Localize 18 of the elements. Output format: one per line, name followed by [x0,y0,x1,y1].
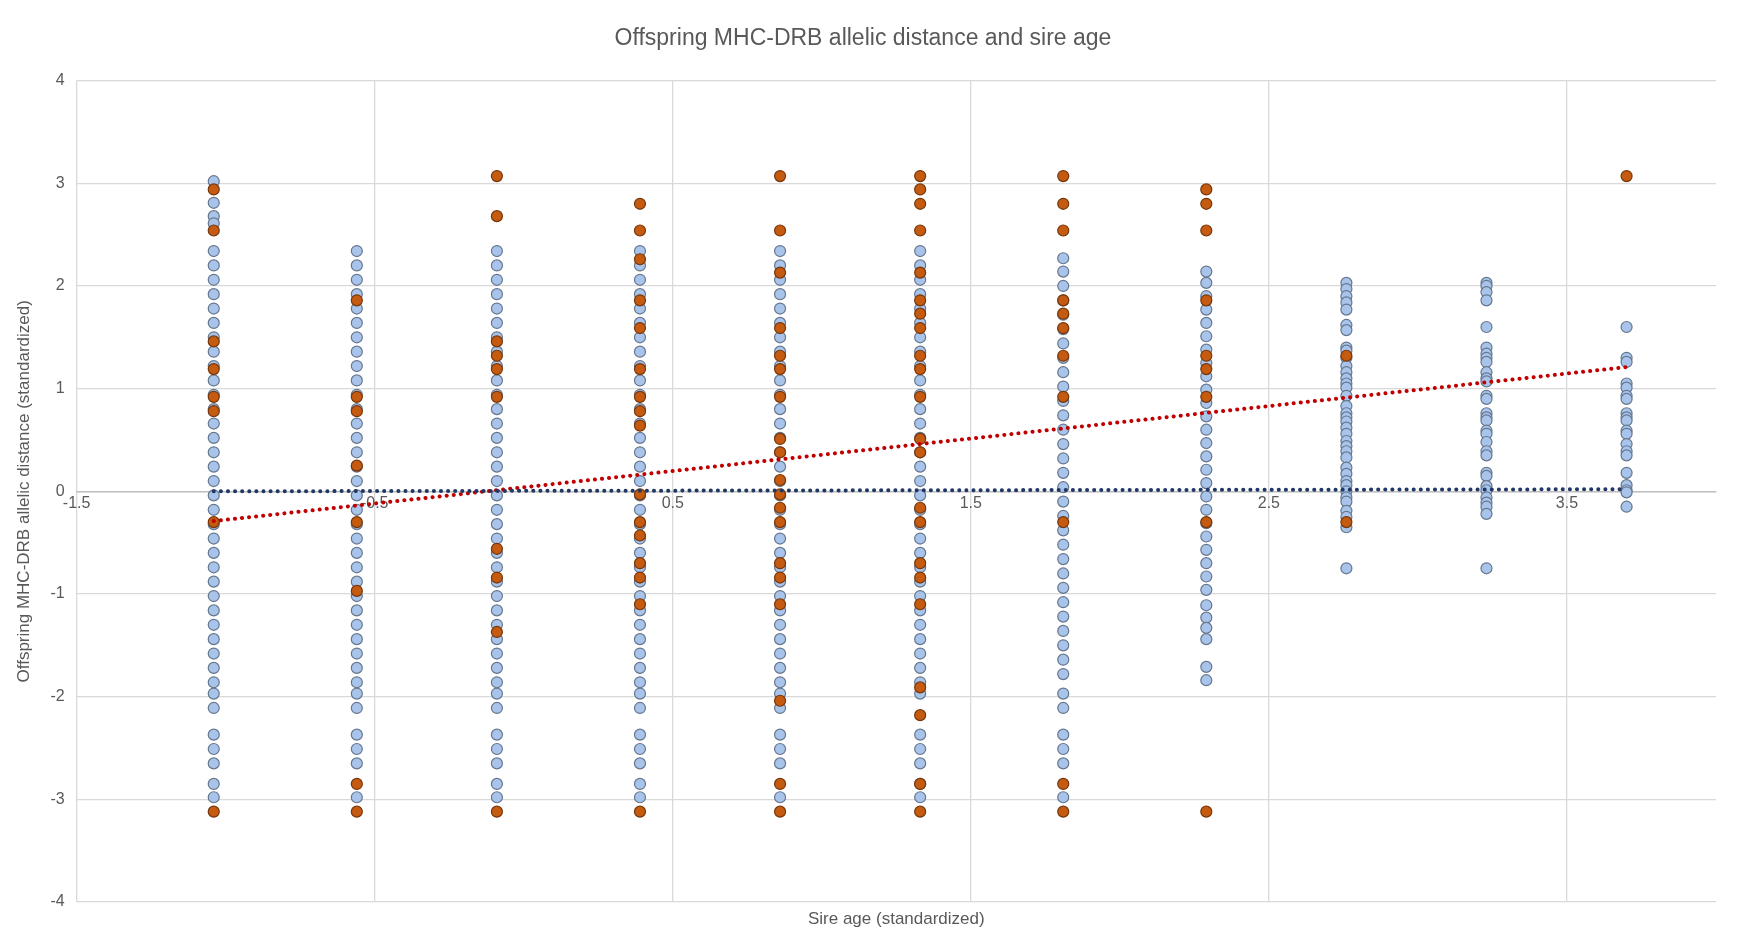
y-axis-title: Offspring MHC-DRB allelic distance (standardized) [13,300,33,683]
y-tick-label: 0 [55,481,65,499]
x-tick-label: 1.5 [959,494,983,512]
y-tick-label: -1 [50,584,65,602]
x-tick-label: 3.5 [1555,494,1579,512]
x-tick-label: 0.5 [661,494,684,512]
x-tick-label: 2.5 [1257,494,1281,512]
y-tick-label: -4 [50,892,65,910]
x-axis-title: Sire age (standardized) [807,908,985,928]
y-tick-label: -3 [50,789,65,807]
x-tick-label: -0.5 [360,494,389,512]
y-tick-label: 1 [55,379,65,397]
chart-title: Offspring MHC-DRB allelic distance and sire age [614,24,1112,51]
y-tick-label: 2 [55,276,65,294]
x-tick-label: -1.5 [62,494,91,512]
y-tick-label: 3 [55,173,65,191]
y-tick-label: -2 [50,687,65,705]
y-tick-label: 4 [55,71,65,89]
